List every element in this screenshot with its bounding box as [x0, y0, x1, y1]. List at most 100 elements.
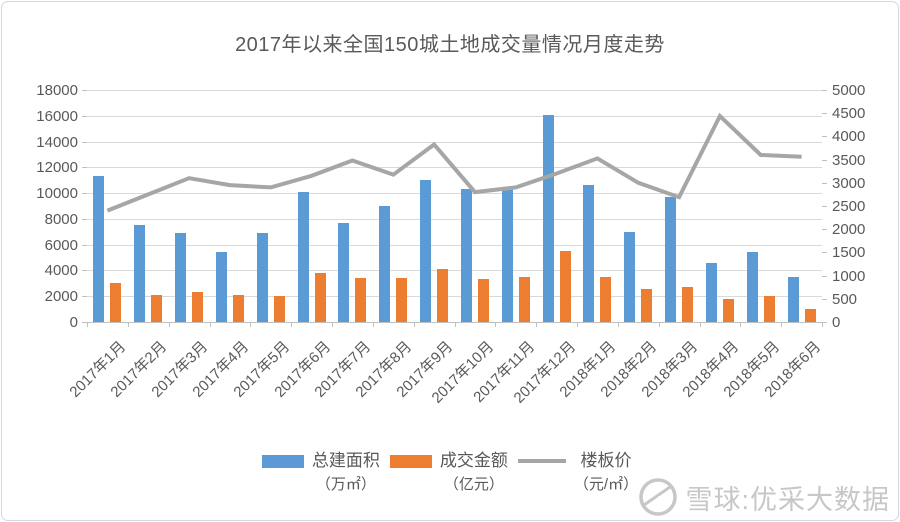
y-axis-left-tick [82, 167, 87, 169]
y-axis-left-tick [82, 270, 87, 272]
y-axis-right-tick [822, 322, 827, 323]
transaction-amount-bar [518, 276, 530, 322]
y-axis-right-label: 1500 [832, 244, 866, 262]
y-axis-left-tick [82, 90, 87, 91]
y-axis-left-label: 4000 [44, 262, 78, 280]
y-axis-right-label: 2000 [832, 221, 866, 239]
y-axis-right-label: 5000 [832, 82, 866, 99]
transaction-amount-bar [763, 296, 775, 322]
transaction-amount-bar [151, 294, 163, 322]
y-axis-left-tick [82, 193, 87, 195]
transaction-amount-bar [396, 278, 408, 322]
transaction-amount-bar [437, 269, 449, 322]
y-axis-right-tick [822, 136, 827, 138]
y-axis-left-label: 2000 [44, 288, 78, 306]
transaction-amount-bar [641, 288, 653, 322]
gridline [87, 193, 822, 195]
transaction-amount-bar [804, 309, 816, 322]
legend-swatch-total-area [261, 455, 304, 468]
total-area-bar [542, 114, 554, 322]
total-area-bar [297, 191, 309, 322]
legend-swatch-floor-price [517, 459, 566, 463]
total-area-bar [583, 185, 595, 322]
x-axis-tick [168, 322, 170, 327]
gridline [87, 270, 822, 272]
y-axis-right-label: 0 [832, 314, 841, 331]
y-axis-right-tick [822, 298, 827, 300]
legend-label-line2: （亿元） [443, 476, 504, 493]
x-axis-tick [577, 322, 578, 327]
gridline [87, 218, 822, 220]
floor-price-polyline [106, 112, 802, 213]
gridline [87, 296, 822, 298]
transaction-amount-bar [682, 287, 694, 322]
x-axis-tick [127, 322, 129, 327]
x-axis-tick [454, 322, 456, 327]
snowball-logo-icon [639, 478, 678, 516]
total-area-bar [93, 176, 105, 322]
y-axis-right-label: 3500 [832, 151, 866, 169]
gridline [87, 115, 822, 117]
watermark: 雪球:优采大数据 [637, 476, 890, 518]
y-axis-right-tick [822, 206, 827, 207]
y-axis-right-tick [822, 113, 827, 115]
legend-label-line1: 成交金额 [439, 451, 508, 470]
total-area-bar [379, 206, 391, 322]
y-axis-left-tick [82, 296, 87, 298]
legend-label: 总建面积 （万㎡） [312, 449, 380, 497]
floor-price-line [106, 112, 802, 213]
x-axis-tick [209, 322, 211, 327]
x-axis-tick [740, 322, 742, 327]
legend-item-total-area: 总建面积 （万㎡） [261, 449, 380, 497]
total-area-bar [501, 186, 513, 322]
y-axis-left-tick [82, 218, 87, 220]
y-axis-right-label: 1000 [832, 267, 866, 285]
y-axis-left-label: 14000 [36, 133, 78, 151]
x-axis-tick [87, 322, 88, 327]
x-axis-tick [781, 322, 783, 327]
y-axis-right-tick [822, 252, 827, 254]
x-axis-tick [699, 322, 701, 327]
y-axis-right-label: 500 [832, 290, 858, 308]
y-axis-right-tick [822, 182, 827, 184]
total-area-bar [746, 252, 758, 322]
x-axis-tick [372, 322, 374, 327]
total-area-bar [338, 222, 350, 322]
legend-label-line1: 楼板价 [580, 451, 632, 470]
total-area-bar [665, 196, 677, 322]
x-axis-tick [332, 322, 333, 327]
total-area-bar [215, 252, 227, 322]
y-axis-left-label: 10000 [36, 185, 78, 203]
transaction-amount-bar [722, 298, 734, 322]
total-area-bar [134, 225, 146, 322]
y-axis-right-tick [822, 90, 827, 91]
total-area-bar [787, 276, 799, 322]
x-axis-tick [536, 322, 538, 327]
transaction-amount-bar [355, 278, 367, 322]
y-axis-left-tick [82, 141, 87, 143]
y-axis-right-tick [822, 229, 827, 231]
total-area-bar [256, 233, 268, 322]
y-axis-left-tick [82, 244, 87, 246]
transaction-amount-bar [600, 276, 612, 322]
transaction-amount-bar [477, 279, 489, 322]
legend-label: 成交金额 （亿元） [440, 449, 508, 497]
legend-label-line2: （元/㎡） [573, 476, 639, 493]
y-axis-left-tick [82, 115, 87, 117]
gridline [87, 244, 822, 246]
y-axis-left-label: 0 [69, 314, 78, 331]
y-axis-right-tick [822, 275, 827, 277]
transaction-amount-bar [232, 294, 244, 322]
y-axis-left-label: 12000 [36, 159, 78, 177]
legend-label-line1: 总建面积 [311, 451, 380, 470]
x-axis-tick [658, 322, 660, 327]
transaction-amount-bar [273, 296, 285, 322]
total-area-bar [624, 231, 636, 322]
x-axis-tick [617, 322, 619, 327]
y-axis-right-tick [822, 159, 827, 161]
y-axis-right-label: 2500 [832, 198, 866, 215]
y-axis-left-label: 8000 [44, 210, 78, 228]
legend-label: 楼板价 （元/㎡） [574, 449, 638, 497]
y-axis-right-label: 3000 [832, 174, 866, 192]
x-axis-tick [413, 322, 415, 327]
